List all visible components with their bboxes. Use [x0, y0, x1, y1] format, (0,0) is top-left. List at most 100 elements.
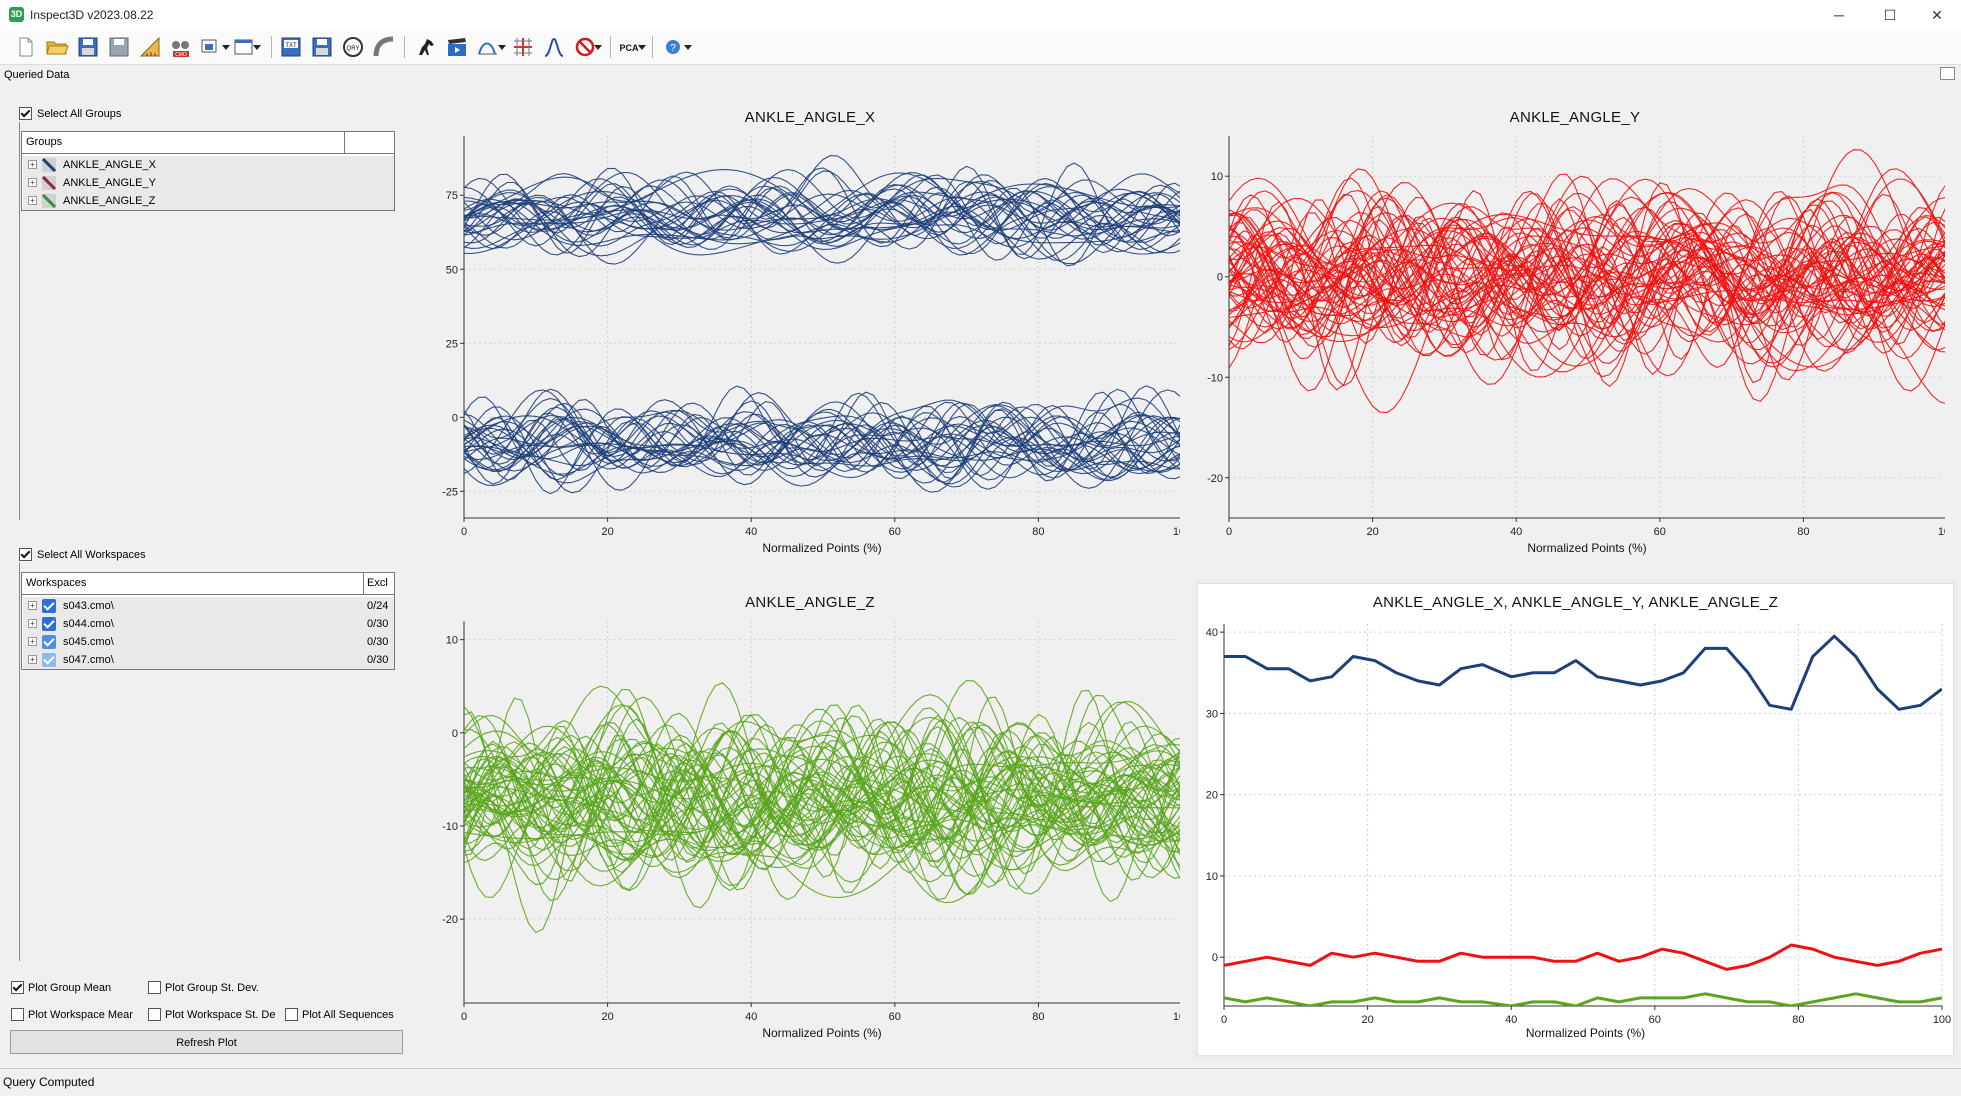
- expand-icon[interactable]: +: [28, 619, 37, 628]
- workspace-excl: 0/30: [367, 654, 389, 666]
- axes: 0 20 40 60 80 100 -20 -10 0 10: [1207, 136, 1945, 538]
- layout-icon[interactable]: [232, 35, 256, 59]
- x-tick-label: 0: [461, 526, 467, 538]
- maximize-button[interactable]: ☐: [1883, 7, 1897, 23]
- series-line: [1229, 192, 1945, 307]
- group-row[interactable]: + ANKLE_ANGLE_Z: [23, 192, 394, 210]
- series-line: [1229, 196, 1945, 319]
- x-tick-label: 40: [1510, 526, 1522, 538]
- series-line: [464, 187, 1180, 267]
- horse-icon[interactable]: [414, 35, 438, 59]
- series-line: [464, 388, 1180, 480]
- save-icon[interactable]: [76, 35, 100, 59]
- filter-icon[interactable]: [199, 35, 223, 59]
- y-tick-label: 50: [446, 264, 458, 276]
- group-label: ANKLE_ANGLE_Y: [63, 177, 156, 189]
- series-line: [464, 417, 1180, 488]
- workspace-checkbox[interactable]: [42, 653, 56, 667]
- close-button[interactable]: ✕: [1931, 7, 1943, 23]
- binoculars-cmo-icon[interactable]: CMO: [169, 35, 193, 59]
- workspace-checkbox[interactable]: [42, 599, 56, 613]
- x-tick-label: 40: [745, 526, 757, 538]
- series-line: [1224, 992, 1942, 1006]
- new-file-icon[interactable]: [14, 35, 38, 59]
- series-line: [464, 721, 1180, 863]
- series-line: [1224, 634, 1942, 711]
- series-line: [1229, 215, 1945, 351]
- groups-tree: Groups + ANKLE_ANGLE_X + ANKLE_ANGLE_Y +…: [21, 131, 395, 211]
- undock-button[interactable]: [1940, 67, 1955, 80]
- plot-title: ANKLE_ANGLE_X, ANKLE_ANGLE_Y, ANKLE_ANGL…: [1372, 594, 1779, 611]
- workspace-row[interactable]: + s047.cmo\ 0/30: [23, 651, 394, 669]
- series-line: [464, 178, 1180, 234]
- open-folder-icon[interactable]: [45, 35, 69, 59]
- workspace-checkbox[interactable]: [42, 635, 56, 649]
- series-line: [464, 188, 1180, 256]
- expand-icon[interactable]: +: [28, 196, 37, 205]
- help-icon[interactable]: ?: [661, 35, 685, 59]
- groups-divider: [19, 122, 20, 520]
- group-row[interactable]: + ANKLE_ANGLE_Y: [23, 174, 394, 192]
- expand-icon[interactable]: +: [28, 601, 37, 610]
- series-line: [464, 385, 1180, 470]
- curve-icon[interactable]: [476, 35, 500, 59]
- grid-icon[interactable]: [511, 35, 535, 59]
- plot-workspace-sd-label: Plot Workspace St. De: [165, 1009, 276, 1021]
- bell-curve-icon[interactable]: [542, 35, 566, 59]
- expand-icon[interactable]: +: [28, 160, 37, 169]
- pipe-icon[interactable]: [372, 35, 396, 59]
- pca-icon[interactable]: PCA: [618, 35, 642, 59]
- refresh-plot-button[interactable]: Refresh Plot: [10, 1030, 403, 1054]
- group-row[interactable]: + ANKLE_ANGLE_X: [23, 156, 394, 174]
- curve-dropdown-icon[interactable]: [498, 45, 506, 50]
- workspace-checkbox[interactable]: [42, 617, 56, 631]
- x-tick-label: 100: [1173, 1011, 1180, 1023]
- x-tick-label: 100: [1173, 526, 1180, 538]
- plot-canvas: 0 20 40 60 80 100 -20 -10 0 10: [1207, 136, 1945, 538]
- queried-data-label: Queried Data: [4, 69, 70, 81]
- expand-icon[interactable]: +: [28, 637, 37, 646]
- plot-all-sequences-label: Plot All Sequences: [302, 1009, 394, 1021]
- layout-dropdown-icon[interactable]: [253, 45, 261, 50]
- ruler-icon[interactable]: [138, 35, 162, 59]
- cmo-label: CMO: [175, 52, 187, 58]
- save-as-icon[interactable]: [107, 35, 131, 59]
- title-bar: 3D Inspect3D v2023.08.22 ─ ☐ ✕: [0, 0, 1961, 30]
- series-line: [464, 724, 1180, 866]
- plot-canvas: 0 20 40 60 80 100 -20 -10 0 10: [442, 621, 1180, 1023]
- clapper-icon[interactable]: [445, 35, 469, 59]
- help-dropdown-icon[interactable]: [684, 45, 692, 50]
- no-entry-dropdown-icon[interactable]: [594, 45, 602, 50]
- x-tick-label: 80: [1032, 526, 1044, 538]
- workspace-row[interactable]: + s043.cmo\ 0/24: [23, 597, 394, 615]
- no-entry-icon[interactable]: [573, 35, 597, 59]
- select-all-workspaces-checkbox[interactable]: [19, 548, 32, 561]
- plot-workspace-sd-checkbox[interactable]: [148, 1008, 161, 1021]
- workspace-excl: 0/24: [367, 600, 389, 612]
- series-line: [464, 194, 1180, 249]
- workspaces-tree: Workspaces Excl + s043.cmo\ 0/24 + s044.…: [21, 572, 395, 670]
- series-line: [464, 181, 1180, 260]
- select-all-groups-checkbox[interactable]: [19, 107, 32, 120]
- save-disk-icon[interactable]: [310, 35, 334, 59]
- pca-dropdown-icon[interactable]: [638, 45, 646, 50]
- expand-icon[interactable]: +: [28, 178, 37, 187]
- qry-icon[interactable]: QRY: [341, 35, 365, 59]
- workspace-row[interactable]: + s044.cmo\ 0/30: [23, 615, 394, 633]
- svg-text:?: ?: [670, 43, 676, 54]
- series-line: [1229, 191, 1945, 324]
- filter-dropdown-icon[interactable]: [222, 45, 230, 50]
- y-tick-label: 10: [446, 635, 458, 647]
- x-tick-label: 20: [601, 526, 613, 538]
- plot-group-sd-checkbox[interactable]: [148, 981, 161, 994]
- minimize-button[interactable]: ─: [1834, 7, 1844, 23]
- y-tick-label: -10: [442, 821, 458, 833]
- plot-group-mean-checkbox[interactable]: [11, 981, 24, 994]
- status-bar: Query Computed: [0, 1068, 1961, 1096]
- save-txt-icon[interactable]: TXT: [279, 35, 303, 59]
- expand-icon[interactable]: +: [28, 655, 37, 664]
- plot-workspace-mean-checkbox[interactable]: [11, 1008, 24, 1021]
- workspace-row[interactable]: + s045.cmo\ 0/30: [23, 633, 394, 651]
- plot-all-sequences-checkbox[interactable]: [285, 1008, 298, 1021]
- series-line: [464, 680, 1180, 845]
